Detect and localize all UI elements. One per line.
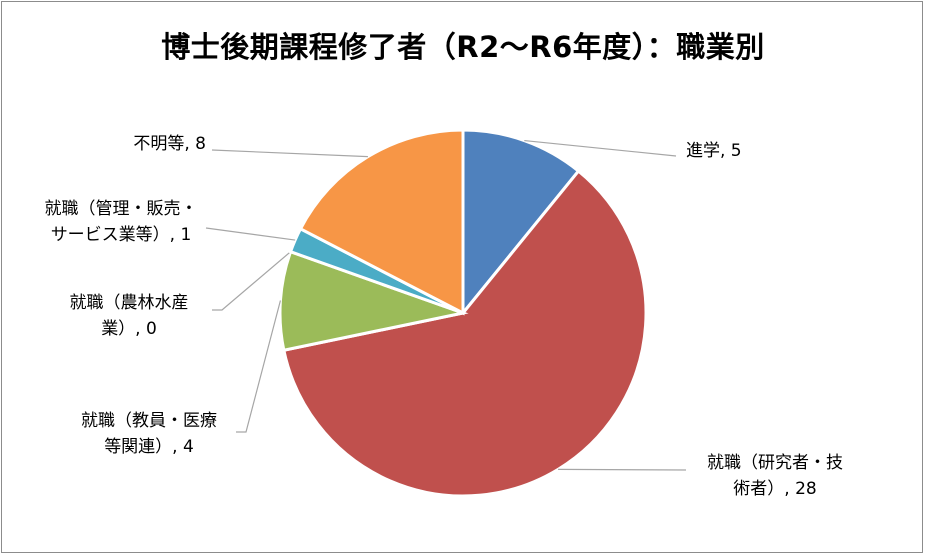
leader-line-1 bbox=[558, 468, 687, 471]
slice-label-管理販売サービス業等: 就職（管理・販売・ サービス業等）, 1 bbox=[44, 199, 198, 245]
slice-label-研究者技術者: 就職（研究者・技 術者）, 28 bbox=[707, 453, 843, 499]
pie-slice-1 bbox=[282, 168, 648, 498]
pie-slice-2 bbox=[278, 249, 469, 353]
leader-line-2 bbox=[236, 300, 282, 433]
slice-label-不明等: 不明等, 8 bbox=[133, 134, 206, 154]
slice-label-農林水産業: 就職（農林水産 業）, 0 bbox=[69, 293, 189, 339]
leader-line-0 bbox=[524, 139, 677, 157]
leader-line-3 bbox=[212, 251, 291, 311]
leader-line-4 bbox=[205, 227, 296, 241]
slice-label-教員医療等関連: 就職（教員・医療 等関連）, 4 bbox=[81, 411, 217, 457]
leader-line-5 bbox=[211, 149, 368, 158]
slice-label-進学: 進学, 5 bbox=[686, 141, 742, 161]
chart-title: 博士後期課程修了者（R2～R6年度）：職業別 bbox=[161, 30, 765, 64]
